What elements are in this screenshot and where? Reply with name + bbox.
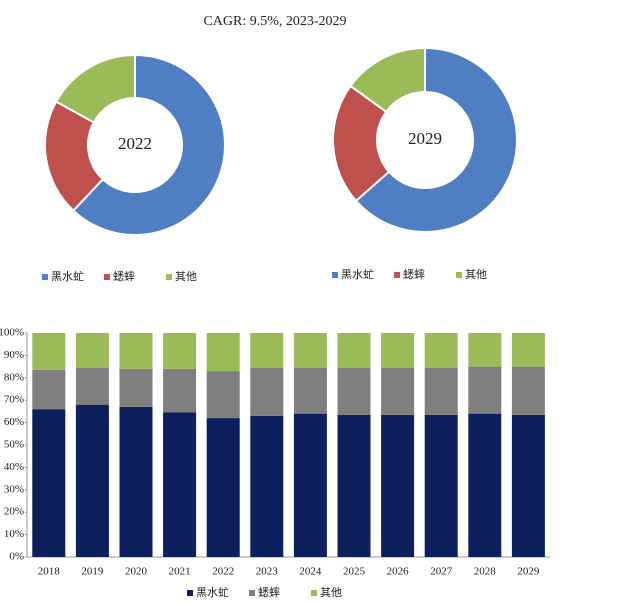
bar-segment — [468, 333, 502, 367]
bar-segment — [32, 369, 66, 410]
y-tick-label: 90% — [4, 349, 24, 361]
bar-segment — [32, 333, 66, 370]
bar-segment — [337, 367, 371, 415]
legend-swatch — [456, 272, 462, 278]
chart-title: CAGR: 9.5%, 2023-2029 — [203, 14, 346, 29]
x-tick-label: 2028 — [474, 566, 497, 578]
pie-center-label: 2029 — [408, 129, 442, 148]
x-tick-label: 2023 — [256, 566, 279, 578]
bar-segment — [424, 367, 458, 415]
legend-swatch — [104, 274, 110, 280]
legend-swatch — [166, 274, 172, 280]
legend-label: 蟋蟀 — [113, 270, 135, 283]
x-tick-label: 2027 — [430, 566, 453, 578]
legend-swatch — [42, 274, 48, 280]
y-tick-label: 70% — [4, 394, 24, 406]
bar-segment — [468, 413, 502, 557]
y-tick-label: 0% — [9, 551, 24, 563]
x-tick-label: 2020 — [125, 566, 148, 578]
bar-segment — [293, 367, 327, 414]
legend-swatch — [249, 590, 255, 596]
bar-segment — [511, 366, 545, 415]
bar-segment — [293, 333, 327, 368]
bar-segment — [511, 333, 545, 367]
x-tick-label: 2018 — [38, 566, 61, 578]
y-tick-label: 20% — [4, 506, 24, 518]
x-tick-label: 2029 — [517, 566, 540, 578]
legend-label: 黑水虻 — [196, 586, 229, 599]
bar-segment — [511, 414, 545, 557]
bar-segment — [163, 333, 197, 369]
bar-segment — [250, 333, 284, 368]
legend-label: 黑水虻 — [341, 268, 374, 281]
bar-segment — [206, 418, 240, 557]
bar-segment — [337, 333, 371, 368]
bar-segment — [163, 412, 197, 557]
legend-label: 蟋蟀 — [403, 268, 425, 281]
bar-segment — [32, 409, 66, 557]
legend-swatch — [311, 590, 317, 596]
y-tick-label: 80% — [4, 371, 24, 383]
bar-segment — [75, 333, 109, 368]
pie-slice — [44, 100, 105, 213]
pie-slice — [54, 53, 136, 124]
legend-label: 其他 — [175, 270, 197, 283]
y-tick-label: 60% — [4, 416, 24, 428]
y-tick-label: 30% — [4, 483, 24, 495]
x-tick-label: 2025 — [343, 566, 366, 578]
legend-swatch — [187, 590, 193, 596]
bar-segment — [337, 414, 371, 557]
legend-label: 其他 — [320, 586, 342, 599]
pie-slice — [354, 46, 518, 233]
bar-segment — [250, 415, 284, 557]
legend-label: 蟋蟀 — [258, 586, 280, 599]
bar-segment — [119, 406, 153, 557]
legend-swatch — [332, 272, 338, 278]
legend-label: 其他 — [465, 268, 487, 281]
bar-segment — [75, 367, 109, 405]
x-tick-label: 2026 — [387, 566, 410, 578]
y-tick-label: 10% — [4, 528, 24, 540]
pie-center-label: 2022 — [118, 134, 152, 153]
x-tick-label: 2019 — [81, 566, 104, 578]
bar-segment — [206, 371, 240, 419]
bar-segment — [250, 367, 284, 416]
y-tick-label: 100% — [0, 327, 24, 339]
bar-segment — [381, 367, 415, 415]
bar-segment — [119, 333, 153, 369]
bar-segment — [206, 333, 240, 372]
bar-segment — [293, 413, 327, 557]
pie-slice — [71, 53, 226, 236]
x-tick-label: 2022 — [212, 566, 234, 578]
pie-slice — [349, 46, 426, 114]
legend-swatch — [394, 272, 400, 278]
bar-segment — [381, 414, 415, 557]
bar-segment — [119, 368, 153, 407]
bar-segment — [468, 366, 502, 414]
x-tick-label: 2021 — [169, 566, 191, 578]
bar-segment — [163, 368, 197, 413]
legend-label: 黑水虻 — [51, 270, 84, 283]
bar-segment — [381, 333, 415, 368]
y-tick-label: 40% — [4, 461, 24, 473]
bar-segment — [424, 333, 458, 368]
bar-segment — [75, 404, 109, 557]
x-tick-label: 2024 — [299, 566, 322, 578]
y-tick-label: 50% — [4, 439, 24, 451]
bar-segment — [424, 414, 458, 557]
